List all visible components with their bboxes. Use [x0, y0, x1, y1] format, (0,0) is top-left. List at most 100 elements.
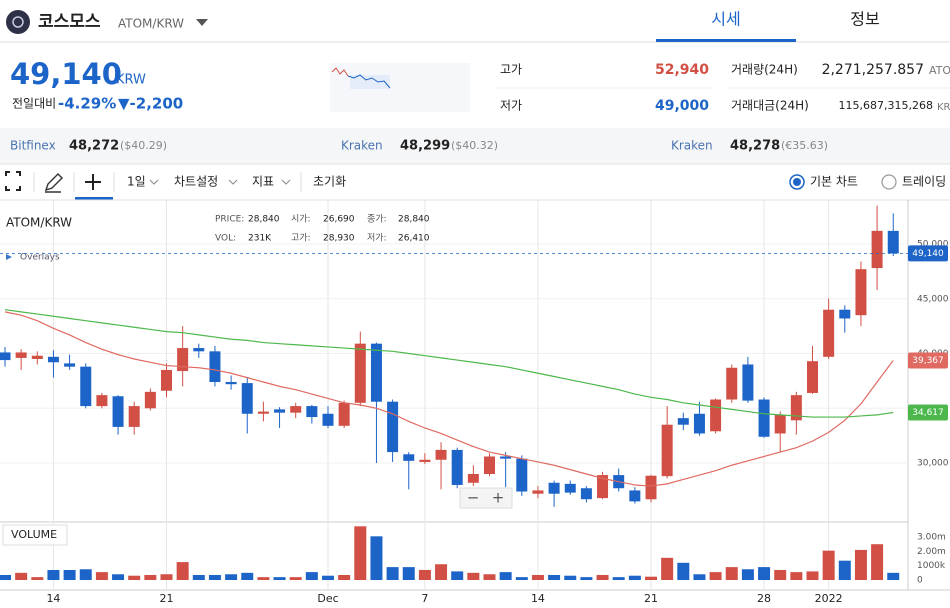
volume-bar [273, 577, 286, 580]
settings-menu[interactable]: 차트설정 [174, 175, 218, 189]
volume-box [2, 524, 68, 546]
fullscreen-icon[interactable] [5, 171, 21, 191]
volume-bar [531, 574, 544, 580]
candle-body [47, 356, 59, 363]
candle-body [31, 355, 43, 359]
volume-bar [467, 572, 480, 580]
radio-label[interactable]: 트레이딩 [902, 175, 946, 189]
stat-amount: 115,687,315,268 [839, 99, 933, 112]
volume-bar [854, 549, 867, 580]
zoom-in[interactable]: + [492, 489, 505, 507]
volume-bar [774, 569, 787, 580]
coin-pair[interactable]: ATOM/KRW [118, 17, 184, 31]
candle-body [370, 343, 382, 402]
candle-body [354, 343, 366, 403]
volume-bar [628, 575, 641, 580]
y-tick-label: 45,000 [917, 294, 949, 304]
volume-bar [693, 574, 706, 580]
candle-body [322, 413, 334, 426]
volume-bar [758, 567, 771, 580]
crosshair-icon[interactable] [85, 174, 101, 190]
info-label: 시가: [291, 214, 311, 225]
candle-body [887, 230, 899, 254]
volume-bar [483, 574, 496, 580]
volume-bar [515, 577, 528, 580]
info-value: 26,690 [323, 215, 355, 225]
indicators-menu[interactable]: 지표 [252, 175, 274, 189]
grid [0, 200, 908, 590]
price-unit: KRW [116, 73, 146, 88]
chevron [228, 179, 238, 185]
candle-body [484, 456, 495, 474]
volume-bar [451, 571, 464, 580]
chart-title: ATOM/KRW [6, 216, 72, 230]
tab[interactable]: 정보 [850, 10, 879, 29]
stat-label: 저가 [500, 99, 522, 113]
price-tag [908, 404, 948, 421]
candle-body [629, 490, 641, 502]
volume-bar [289, 577, 302, 580]
volume-bar [871, 544, 884, 580]
exchange-price: 48,278 [730, 139, 780, 154]
volume-tick-label: 2.00m [917, 547, 946, 557]
volume-bar [112, 574, 125, 580]
tool-underline [75, 197, 113, 200]
candle-body [548, 482, 560, 494]
overlays-toggle[interactable]: Overlays [20, 253, 60, 263]
candle-body [403, 454, 415, 461]
dropdown-arrow[interactable] [196, 19, 208, 26]
volume-bar [822, 550, 835, 580]
volume-bar [887, 572, 900, 580]
candle-body [209, 351, 221, 382]
reset-button[interactable]: 초기화 [313, 175, 346, 189]
volume-bar [63, 569, 76, 580]
candle-body [790, 395, 802, 421]
price-tag [908, 245, 948, 262]
volume-bar [677, 562, 690, 580]
zoom-controls [459, 487, 513, 509]
candle-body [564, 483, 576, 493]
overlay-arrow[interactable] [6, 254, 12, 260]
x-tick-label: 14 [531, 592, 545, 605]
candle-body [645, 475, 657, 500]
info-value: 28,930 [323, 234, 355, 244]
x-tick-label: Dec [317, 592, 338, 605]
exchange-name: Kraken [341, 139, 383, 153]
chevron [281, 179, 291, 185]
exchange-bar [0, 128, 950, 164]
radio[interactable] [881, 174, 897, 190]
candle-body [15, 352, 27, 358]
radio-label[interactable]: 기본 차트 [810, 175, 858, 189]
candle-body [290, 406, 302, 413]
volume-bar [548, 574, 561, 580]
coin-logo-ring [12, 16, 24, 28]
candle-body [580, 488, 592, 500]
candle-body [419, 459, 431, 462]
volume-bar [499, 572, 512, 580]
info-value: 26,410 [398, 234, 430, 244]
candle-body [726, 367, 738, 400]
radio-selected[interactable] [789, 174, 805, 190]
info-label: VOL: [215, 234, 236, 244]
candle-body [758, 399, 770, 437]
volume-bar [564, 575, 577, 580]
candle-body [225, 381, 237, 385]
volume-bar [176, 562, 189, 580]
change-pct: -4.29% [58, 95, 116, 113]
draw-icon[interactable] [44, 173, 63, 193]
candle-body [257, 411, 269, 414]
zoom-out[interactable]: − [467, 489, 480, 507]
tab-active[interactable]: 시세 [711, 10, 740, 29]
volume-bar [208, 574, 221, 580]
volume-bar [645, 576, 657, 580]
volume-bar [435, 564, 448, 580]
volume-bar [0, 574, 11, 580]
volume-bar [741, 569, 754, 580]
candle-body [516, 458, 528, 492]
interval-menu[interactable]: 1일 [127, 175, 146, 189]
candle-body [807, 361, 818, 393]
current-price: 49,140 [10, 57, 122, 91]
volume-bar [709, 572, 722, 580]
